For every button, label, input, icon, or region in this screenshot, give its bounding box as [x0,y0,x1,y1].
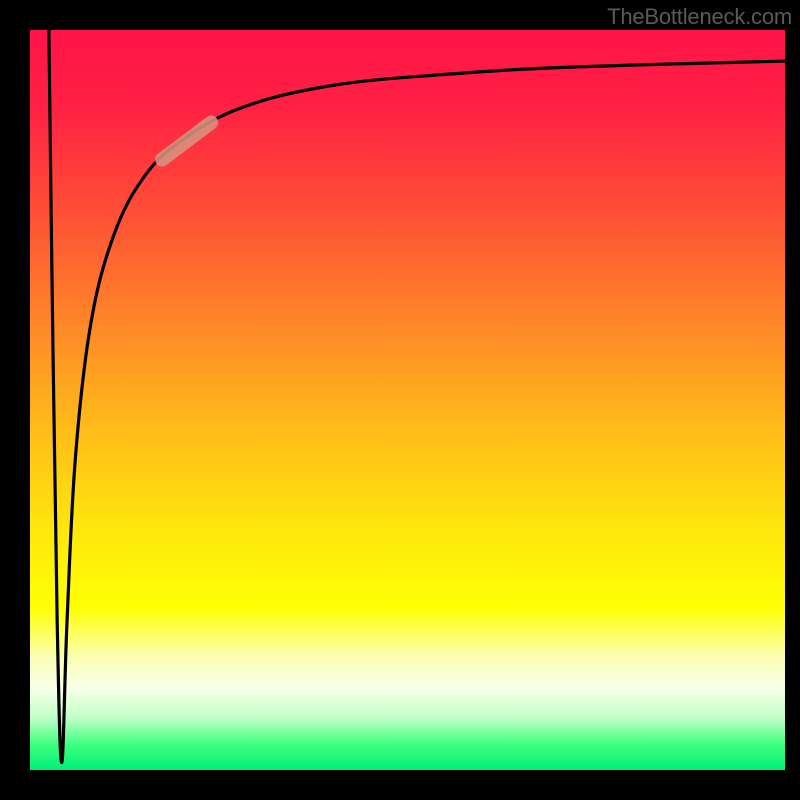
attribution-text: TheBottleneck.com [607,4,792,30]
plot-gradient-background [30,30,785,770]
chart-container: TheBottleneck.com [0,0,800,800]
bottleneck-chart [0,0,800,800]
